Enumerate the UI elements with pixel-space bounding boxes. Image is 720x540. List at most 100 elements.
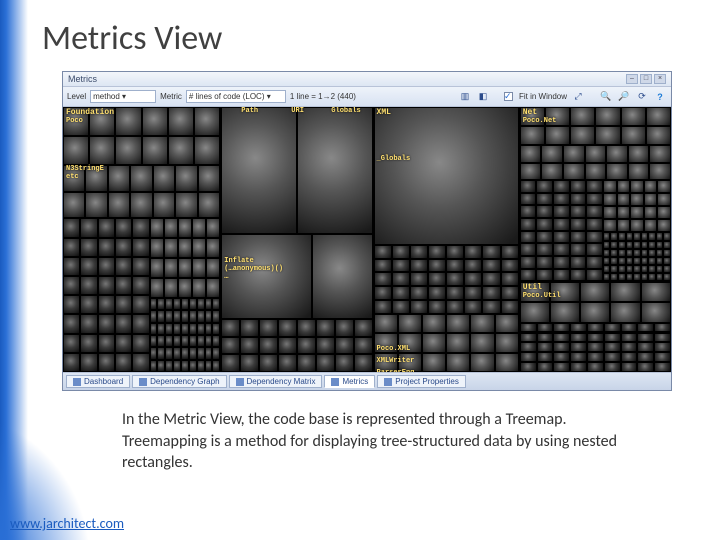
treemap-cell[interactable] [189,310,197,322]
treemap-cell[interactable] [604,352,621,362]
treemap-cell[interactable] [63,192,85,219]
treemap-cell[interactable] [205,347,213,359]
treemap-cell[interactable] [115,107,141,136]
treemap-cell[interactable] [617,193,631,206]
treemap-cell[interactable] [520,205,537,218]
treemap-cell[interactable] [644,219,658,232]
treemap-cell[interactable] [446,333,470,352]
treemap-cell[interactable] [501,272,519,286]
treemap-cell[interactable] [198,192,220,219]
treemap-cell[interactable] [482,259,500,273]
treemap-cell[interactable] [553,256,570,269]
treemap-cell[interactable] [240,319,259,337]
treemap-cell[interactable] [63,295,80,314]
treemap-cell[interactable] [98,238,115,257]
treemap-cell[interactable] [150,360,158,372]
treemap-cell[interactable] [115,238,132,257]
treemap-cell[interactable] [189,298,197,310]
treemap-cell[interactable] [595,107,620,126]
treemap-cell[interactable] [181,298,189,310]
treemap-cell[interactable] [637,352,654,362]
treemap-cell[interactable] [98,257,115,276]
treemap-cell[interactable] [536,218,553,231]
treemap-cell[interactable] [595,126,620,145]
treemap-cell[interactable] [192,278,206,298]
treemap-cell[interactable] [663,249,671,257]
treemap-cell[interactable] [221,337,240,355]
treemap-cell[interactable] [541,163,563,180]
treemap-cell[interactable] [198,165,220,192]
treemap-cell[interactable] [586,269,603,282]
treemap-cell[interactable] [606,145,628,162]
treemap-cell[interactable] [570,205,587,218]
treemap-cell[interactable] [173,310,181,322]
treemap-cell[interactable] [654,362,671,372]
treemap-cell[interactable] [587,333,604,343]
treemap-cell[interactable] [278,354,297,372]
treemap-cell[interactable] [610,282,640,302]
treemap-cell[interactable] [410,300,428,314]
treemap-cell[interactable] [189,347,197,359]
tab-metrics[interactable]: Metrics [324,375,375,388]
treemap-cell[interactable] [422,314,446,333]
treemap-cell[interactable] [173,360,181,372]
treemap-cell[interactable] [570,256,587,269]
treemap-cell[interactable] [63,238,80,257]
treemap-cell[interactable] [553,231,570,244]
treemap-cell[interactable] [587,362,604,372]
treemap-cell[interactable] [604,323,621,333]
treemap-cell[interactable] [495,353,519,372]
treemap-cell[interactable] [297,107,373,234]
treemap-cell[interactable] [130,192,152,219]
treemap-cell[interactable] [648,265,656,273]
treemap-cell[interactable] [606,163,628,180]
tab-dashboard[interactable]: Dashboard [66,375,130,388]
treemap-cell[interactable] [153,192,175,219]
treemap-cell[interactable] [392,286,410,300]
treemap-cell[interactable] [80,334,97,353]
treemap-cell[interactable] [536,243,553,256]
treemap-cell[interactable] [422,333,446,352]
treemap-cell[interactable] [63,353,80,372]
treemap-cell[interactable] [374,272,392,286]
treemap-cell[interactable] [428,259,446,273]
treemap-cell[interactable] [165,323,173,335]
treemap-cell[interactable] [553,352,570,362]
treemap-cell[interactable] [85,192,107,219]
treemap-cell[interactable] [603,257,611,265]
treemap-cell[interactable] [637,362,654,372]
treemap-cell[interactable] [132,295,149,314]
treemap-cell[interactable] [374,245,392,259]
treemap-cell[interactable] [98,218,115,237]
treemap-cell[interactable] [656,241,664,249]
treemap-cell[interactable] [618,265,626,273]
treemap-cell[interactable] [206,278,220,298]
treemap-cell[interactable] [150,335,158,347]
treemap-cell[interactable] [536,269,553,282]
treemap-cell[interactable] [354,319,373,337]
treemap-cell[interactable] [197,360,205,372]
treemap-cell[interactable] [610,257,618,265]
treemap-cell[interactable] [165,347,173,359]
treemap-cell[interactable] [553,342,570,352]
treemap-cell[interactable] [446,286,464,300]
treemap-cell[interactable] [374,286,392,300]
treemap-cell[interactable] [164,218,178,238]
treemap-cell[interactable] [205,310,213,322]
treemap-cell[interactable] [626,257,634,265]
treemap-cell[interactable] [536,205,553,218]
treemap-cell[interactable] [392,259,410,273]
treemap-cell[interactable] [644,206,658,219]
treemap-cell[interactable] [626,249,634,257]
treemap-cell[interactable] [115,136,141,165]
treemap-cell[interactable] [520,193,537,206]
treemap-cell[interactable] [633,241,641,249]
treemap-cell[interactable] [115,276,132,295]
treemap-cell[interactable] [132,314,149,333]
treemap-cell[interactable] [115,353,132,372]
metric-select[interactable]: # lines of code (LOC) ▾ [186,90,286,103]
treemap-cell[interactable] [98,295,115,314]
treemap-cell[interactable] [221,319,240,337]
treemap-cell[interactable] [501,245,519,259]
treemap-cell[interactable] [520,323,537,333]
